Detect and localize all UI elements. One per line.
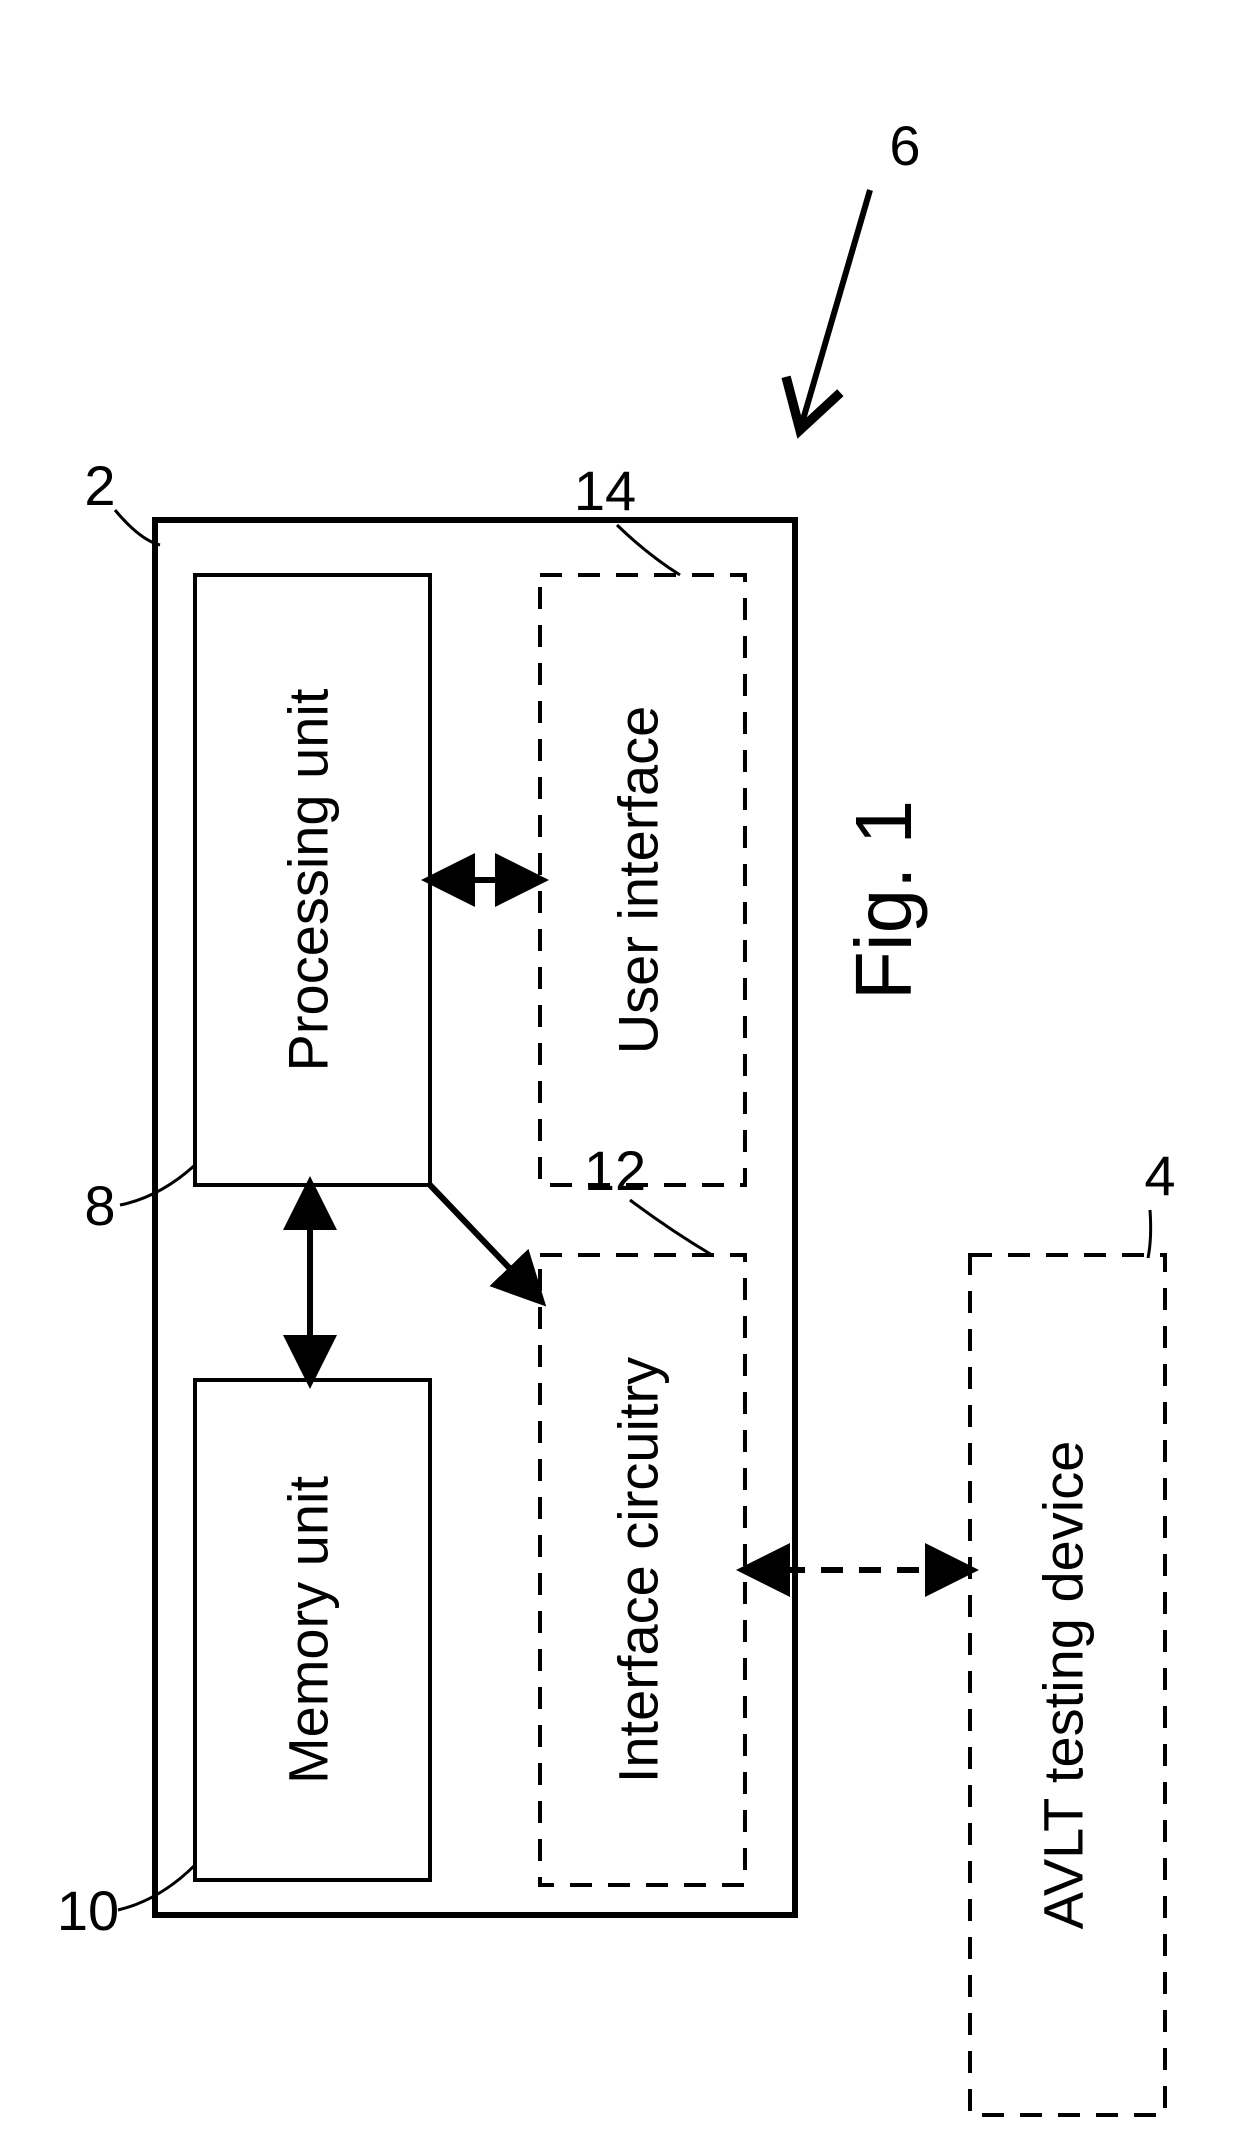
callout-4: 4 xyxy=(1144,1144,1175,1207)
enclosure-2 xyxy=(155,520,795,1915)
diagram-root: Processing unit Memory unit User interface… xyxy=(0,0,1240,2154)
avlt-testing-device-label: AVLT testing device xyxy=(1031,1441,1094,1930)
callout-2: 2 xyxy=(84,454,115,517)
callout-10: 10 xyxy=(57,1879,119,1942)
user-interface-label: User interface xyxy=(606,706,669,1055)
leader-4 xyxy=(1148,1210,1151,1258)
arrow-proc-ic xyxy=(430,1185,540,1300)
callout-8: 8 xyxy=(84,1174,115,1237)
interface-circuitry-label: Interface circuitry xyxy=(606,1357,669,1783)
callout-12: 12 xyxy=(584,1139,646,1202)
callout-6: 6 xyxy=(889,114,920,177)
leader-12 xyxy=(630,1200,712,1255)
figure-caption: Fig. 1 xyxy=(839,800,928,1000)
memory-unit-label: Memory unit xyxy=(276,1476,339,1785)
leader-14 xyxy=(617,525,680,575)
callout-14: 14 xyxy=(574,459,636,522)
processing-unit-label: Processing unit xyxy=(276,688,339,1071)
callout-6-arrow xyxy=(800,190,870,430)
